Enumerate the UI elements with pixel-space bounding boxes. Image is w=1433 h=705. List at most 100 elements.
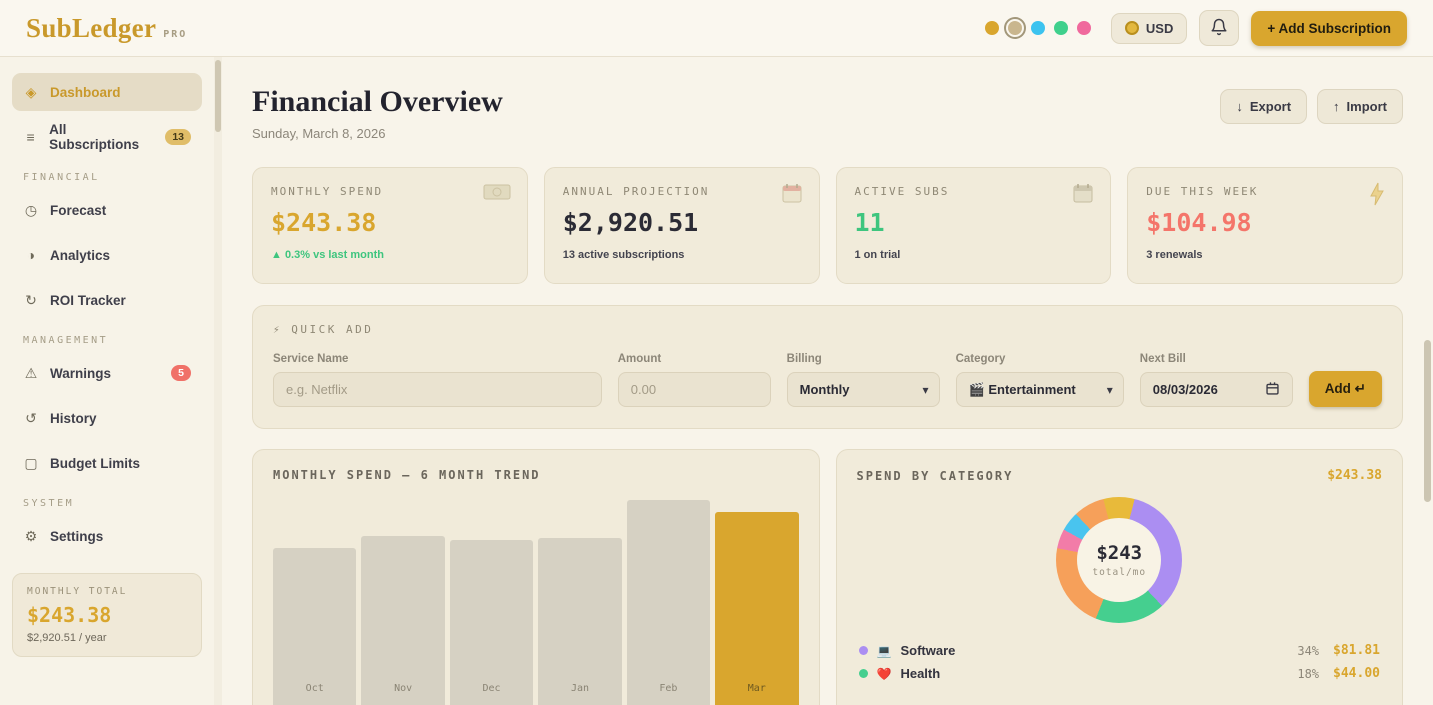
stat-card-active-subs: ACTIVE SUBS 11 1 on trial — [835, 167, 1112, 284]
active-subs-value: 11 — [854, 208, 885, 237]
page-title: Financial Overview — [252, 85, 503, 118]
stat-card-monthly-spend: MONTHLY SPEND $243.38 ▲ 0.3% vs last mon… — [252, 167, 528, 284]
bell-icon — [1210, 18, 1228, 39]
monthly-total-value: $243.38 — [27, 603, 112, 627]
theme-dot-green[interactable] — [1053, 21, 1068, 35]
history-icon: ↺ — [25, 409, 37, 426]
trend-bars: Oct Nov Dec Jan Feb Mar — [273, 494, 799, 705]
notifications-button[interactable] — [1199, 10, 1240, 46]
calendar-icon[interactable] — [1265, 381, 1280, 399]
annual-projection-sub: 13 active subscriptions — [562, 249, 685, 261]
next-bill-input[interactable]: 08/03/2026 — [1139, 372, 1293, 407]
legend-row-health: ❤️ Health 18% $44.00 — [857, 662, 1383, 685]
sidebar-section-management: MANAGEMENT — [23, 335, 109, 346]
trend-chart-card: MONTHLY SPEND — 6 MONTH TREND Oct Nov Dec J… — [252, 449, 820, 705]
app-header: SubLedger PRO USD + Add Subscription — [0, 0, 1433, 57]
legend-dot — [858, 669, 868, 678]
sidebar-item-dashboard[interactable]: ◈ Dashboard — [12, 73, 202, 111]
sidebar-item-history[interactable]: ↺ History — [12, 399, 202, 437]
warnings-count-badge: 5 — [171, 365, 191, 381]
monthly-spend-delta: ▲ 0.3% vs last month — [271, 249, 384, 261]
trend-bar-label: Mar — [747, 683, 766, 694]
coin-icon — [1124, 21, 1139, 35]
theme-dot-blue[interactable] — [1030, 21, 1045, 35]
currency-label: USD — [1145, 20, 1174, 36]
quick-add-submit-button[interactable]: Add ↵ — [1308, 371, 1382, 407]
donut-center-value: $243 — [1096, 542, 1143, 564]
export-button[interactable]: ↓ Export — [1220, 89, 1308, 124]
category-total: $243.38 — [1327, 468, 1382, 483]
sidebar: ◈ Dashboard ≡ All Subscriptions 13 FINAN… — [0, 57, 214, 705]
sidebar-section-system: SYSTEM — [23, 498, 75, 509]
category-chart-card: SPEND BY CATEGORY $243.38 $243 total/mo … — [835, 449, 1403, 705]
category-label: Category — [955, 353, 1006, 365]
sidebar-scrollbar-thumb[interactable] — [215, 60, 221, 132]
category-chart-title: SPEND BY CATEGORY — [856, 468, 1014, 483]
sidebar-item-label: Analytics — [50, 247, 111, 263]
page-scrollbar-thumb[interactable] — [1424, 340, 1431, 502]
trend-bar-oct: Oct — [273, 547, 357, 705]
brand-name: SubLedger — [26, 12, 157, 43]
service-name-input[interactable] — [273, 372, 602, 407]
trend-bar-label: Feb — [659, 683, 678, 694]
sidebar-item-roi-tracker[interactable]: ↻ ROI Tracker — [12, 281, 202, 319]
subscriptions-count-badge: 13 — [165, 129, 191, 145]
trend-bar-label: Jan — [570, 683, 589, 694]
sidebar-scrollbar-track — [214, 57, 222, 705]
sidebar-item-label: Dashboard — [50, 84, 121, 100]
sidebar-item-label: Forecast — [50, 202, 107, 218]
legend-row-software: 💻 Software 34% $81.81 — [857, 639, 1383, 662]
billing-select-wrap: Monthly — [786, 372, 940, 407]
roi-tracker-icon: ↻ — [25, 291, 37, 308]
quick-add-panel: ⚡ QUICK ADD Service Name Amount Billing … — [252, 305, 1403, 429]
quick-add-title: ⚡ QUICK ADD — [273, 323, 374, 336]
analytics-icon: ◑ — [26, 247, 36, 263]
billing-select[interactable]: Monthly — [786, 372, 940, 407]
software-icon: 💻 — [876, 643, 892, 658]
donut-center-sub: total/mo — [1092, 567, 1147, 578]
spiral-calendar-icon — [1072, 182, 1094, 209]
category-donut: $243 total/mo — [1056, 497, 1183, 623]
next-bill-label: Next Bill — [1139, 353, 1186, 365]
import-button[interactable]: ↑ Import — [1317, 89, 1403, 124]
lightning-icon — [1368, 182, 1386, 211]
main-content: Financial Overview Sunday, March 8, 2026… — [222, 57, 1433, 705]
sidebar-item-analytics[interactable]: ◑ Analytics — [12, 236, 202, 274]
theme-dot-cream[interactable] — [1007, 21, 1022, 35]
download-icon: ↓ — [1236, 99, 1243, 114]
sidebar-item-label: History — [50, 410, 97, 426]
trend-bar-label: Nov — [394, 683, 413, 694]
brand-logo: SubLedger PRO — [26, 13, 187, 44]
sidebar-item-warnings[interactable]: ⚠ Warnings 5 — [12, 354, 202, 392]
warning-icon: ⚠ — [24, 364, 38, 381]
sidebar-section-financial: FINANCIAL — [23, 172, 100, 183]
sidebar-item-forecast[interactable]: ◷ Forecast — [12, 191, 202, 229]
trend-bar-label: Dec — [482, 683, 501, 694]
currency-button[interactable]: USD — [1110, 12, 1188, 44]
due-this-week-sub: 3 renewals — [1146, 249, 1203, 261]
theme-dot-pink[interactable] — [1076, 21, 1091, 35]
trend-bar-label: Oct — [305, 683, 324, 694]
page-date: Sunday, March 8, 2026 — [252, 126, 386, 141]
active-subs-sub: 1 on trial — [854, 249, 901, 261]
category-select[interactable]: 🎬 Entertainment — [955, 372, 1124, 407]
forecast-icon: ◷ — [24, 201, 38, 218]
sidebar-item-all-subscriptions[interactable]: ≡ All Subscriptions 13 — [12, 118, 202, 156]
amount-input[interactable] — [617, 372, 771, 407]
monthly-total-card: MONTHLY TOTAL $243.38 $2,920.51 / year — [12, 573, 202, 657]
amount-label: Amount — [617, 353, 662, 365]
sidebar-item-budget-limits[interactable]: ▢ Budget Limits — [12, 444, 202, 482]
sidebar-item-label: Settings — [50, 528, 104, 544]
add-subscription-button[interactable]: + Add Subscription — [1251, 10, 1407, 46]
sidebar-item-settings[interactable]: ⚙ Settings — [12, 517, 202, 555]
theme-dot-gold[interactable] — [984, 21, 999, 35]
stat-card-annual-projection: ANNUAL PROJECTION $2,920.51 13 active su… — [543, 167, 820, 284]
legend-dot — [858, 646, 868, 655]
gear-icon: ⚙ — [24, 527, 38, 544]
dashboard-icon: ◈ — [25, 83, 37, 100]
sidebar-item-label: Budget Limits — [50, 455, 140, 471]
donut-center: $243 total/mo — [1077, 518, 1162, 602]
stat-card-due-this-week: DUE THIS WEEK $104.98 3 renewals — [1127, 167, 1403, 284]
brand-pro-tag: PRO — [163, 28, 188, 40]
monthly-spend-value: $243.38 — [271, 208, 377, 237]
